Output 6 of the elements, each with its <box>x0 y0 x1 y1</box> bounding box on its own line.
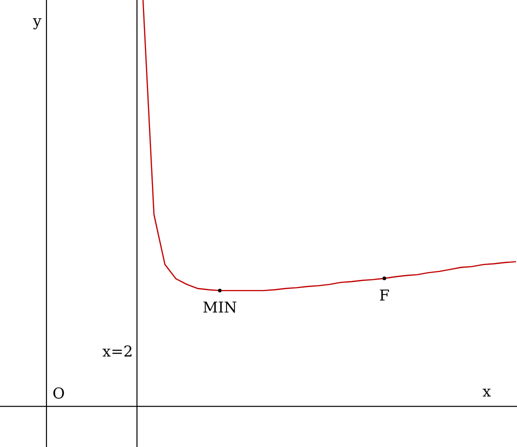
annotation: F <box>379 286 390 304</box>
text: x=2 <box>102 342 133 360</box>
text: O <box>52 384 65 402</box>
text: y <box>32 12 42 30</box>
x-axis-title: x <box>482 382 492 400</box>
annotation: MIN <box>202 298 238 317</box>
